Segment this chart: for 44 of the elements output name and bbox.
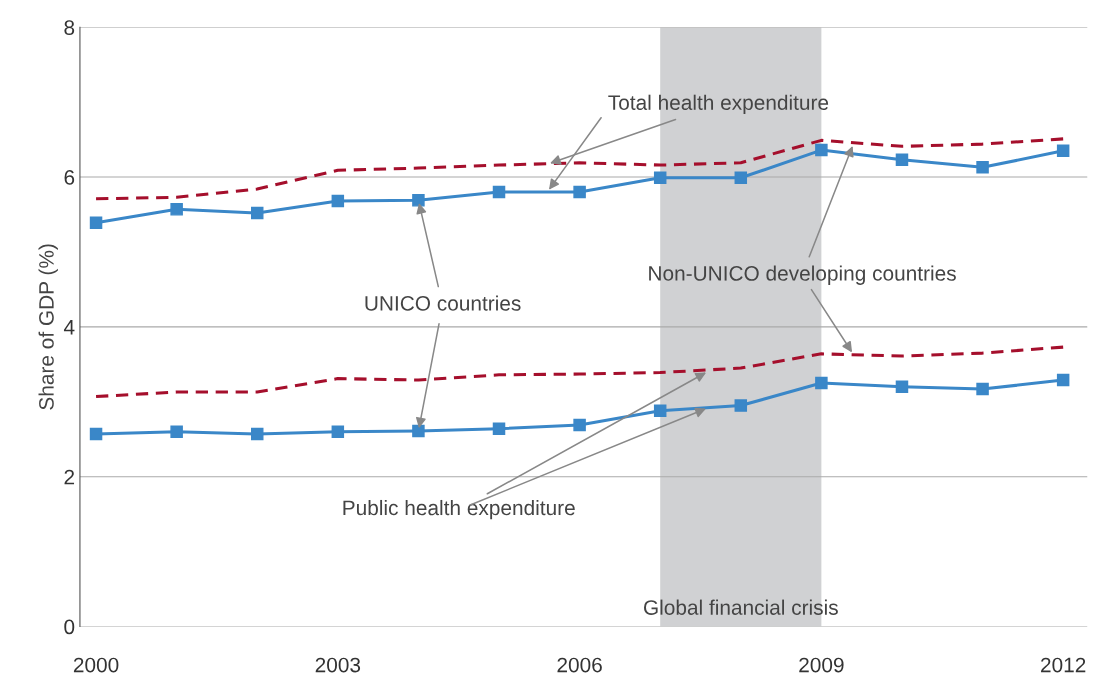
annotation: Public health expenditure xyxy=(343,499,575,520)
line-series xyxy=(94,137,1065,201)
point xyxy=(250,427,264,441)
point xyxy=(734,399,748,412)
point xyxy=(976,382,989,396)
point xyxy=(1056,144,1070,158)
annotation: UNICO countries xyxy=(365,295,521,311)
point xyxy=(976,161,989,174)
y-axis-title: Share of GDP (%) xyxy=(38,244,58,410)
point xyxy=(89,427,103,441)
point xyxy=(734,171,748,185)
point xyxy=(815,376,828,390)
point xyxy=(573,185,586,199)
point xyxy=(573,418,586,432)
point xyxy=(170,203,183,216)
point xyxy=(250,206,264,220)
point xyxy=(492,422,506,436)
band-label: Global financial crisis xyxy=(644,599,838,615)
x-tick-label: 2000 xyxy=(73,657,119,673)
y-tick-label: 8 xyxy=(64,20,75,35)
point xyxy=(815,143,828,157)
x-tick-label: 2006 xyxy=(557,657,602,673)
y-tick-label: 2 xyxy=(64,469,75,485)
point xyxy=(412,424,425,438)
point xyxy=(331,425,345,439)
point xyxy=(89,216,103,230)
y-tick-label: 0 xyxy=(64,619,75,635)
annotation: Total health expenditure xyxy=(608,94,829,115)
point xyxy=(412,194,425,207)
point xyxy=(1056,373,1070,387)
y-tick-label: 4 xyxy=(63,320,75,335)
x-tick-label: 2009 xyxy=(799,657,844,673)
point xyxy=(170,425,183,439)
x-tick-label: 2012 xyxy=(1041,657,1086,673)
point xyxy=(653,404,667,418)
point xyxy=(492,185,506,199)
x-tick-label: 2003 xyxy=(315,657,361,673)
annotation: Non-UNICO developing countries xyxy=(649,265,956,285)
point xyxy=(895,153,909,167)
point xyxy=(895,380,909,394)
point xyxy=(331,194,345,208)
line-series xyxy=(94,345,1065,399)
y-tick-label: 6 xyxy=(64,170,75,185)
point xyxy=(653,171,667,185)
